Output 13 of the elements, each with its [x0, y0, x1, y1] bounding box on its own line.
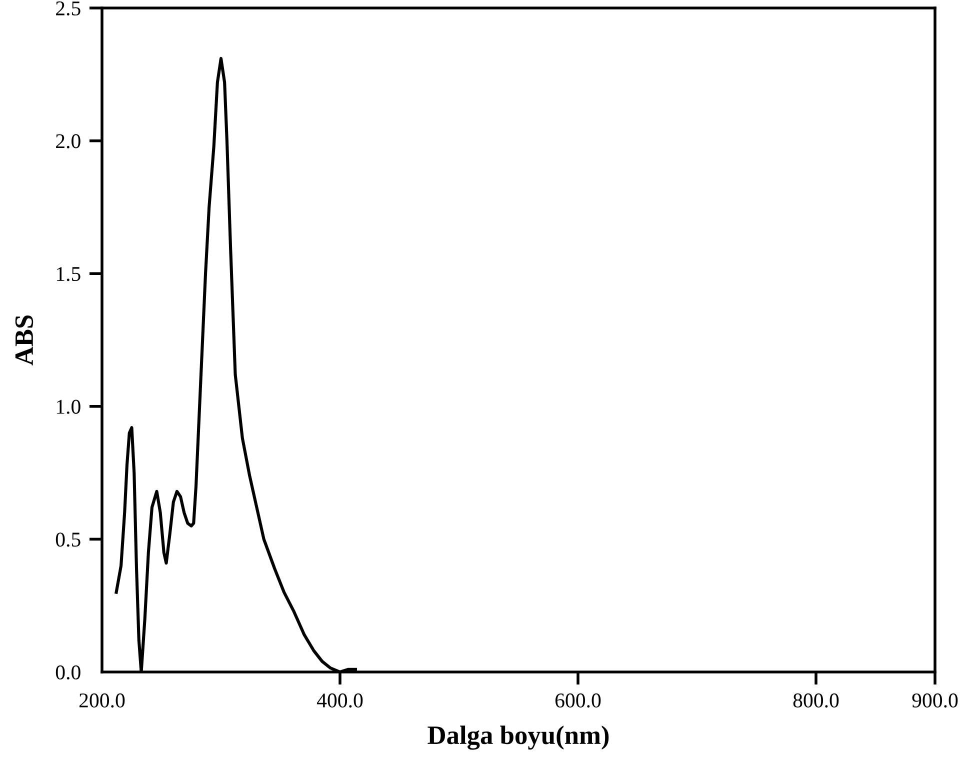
x-tick-label: 400.0 — [316, 693, 363, 708]
y-tick-label: 2.5 — [56, 1, 80, 16]
x-tick-label: 200.0 — [79, 693, 125, 708]
y-axis-title: ABS — [15, 315, 34, 366]
y-tick-label: 0.5 — [56, 532, 80, 547]
y-tick-label: 0.0 — [56, 665, 80, 680]
x-axis-title: Dalga boyu(nm) — [428, 726, 609, 750]
y-tick-label: 1.0 — [56, 400, 80, 414]
x-tick-label: 600.0 — [555, 693, 601, 708]
y-tick-label: 1.5 — [56, 267, 80, 282]
y-tick-label: 2.0 — [56, 134, 80, 148]
x-tick-label: 800.0 — [793, 693, 839, 708]
x-tick-label: 900.0 — [912, 693, 958, 708]
